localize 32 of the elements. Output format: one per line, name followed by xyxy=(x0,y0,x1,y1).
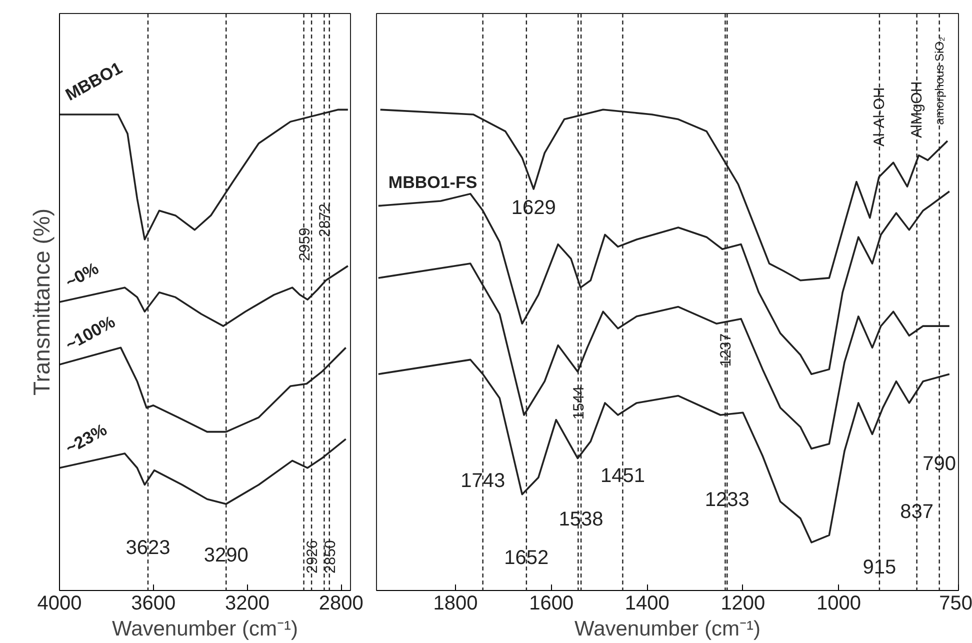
annotation: 1233 xyxy=(704,489,750,512)
x-tick-label: 1800 xyxy=(433,592,478,614)
x-tick-label: 3200 xyxy=(224,592,270,614)
annotation: 1451 xyxy=(600,465,645,488)
annotation: 837 xyxy=(900,501,934,524)
annotation: 1743 xyxy=(460,470,506,492)
annotation: 1538 xyxy=(558,508,604,530)
series-label: MBBO1-FS xyxy=(388,172,478,192)
annotation: Al-Al-OH xyxy=(870,87,888,146)
x-axis-title: Wavenumber (cm⁻¹) xyxy=(112,618,298,640)
x-tick-label: 1000 xyxy=(816,592,861,614)
text: ~23% xyxy=(62,420,110,458)
x-tick-label: 1200 xyxy=(720,592,766,614)
annotation: 1237 xyxy=(718,333,735,367)
annotation: 1652 xyxy=(504,546,549,569)
annotation: 2959 xyxy=(296,228,314,261)
x-tick-label: 750 xyxy=(939,592,972,614)
x-tick-label: 3600 xyxy=(131,592,176,614)
y-axis-title: Transmittance (%) xyxy=(28,208,54,396)
text: ~0% xyxy=(62,258,102,292)
annotation: 790 xyxy=(922,453,956,476)
x-tick-label: 1600 xyxy=(529,592,574,614)
annotation: AlMgOH xyxy=(908,81,926,138)
annotation: 1629 xyxy=(511,197,556,220)
x-tick-label: 2800 xyxy=(318,592,364,614)
x-axis-title: Wavenumber (cm⁻¹) xyxy=(574,618,760,640)
x-tick-label: 1400 xyxy=(624,592,670,614)
annotation: 2926 xyxy=(304,540,322,574)
annotation: 2850 xyxy=(322,540,339,574)
x-tick-label: 4000 xyxy=(37,592,82,614)
annotation: 3290 xyxy=(204,544,248,566)
annotation: 3623 xyxy=(126,537,170,560)
